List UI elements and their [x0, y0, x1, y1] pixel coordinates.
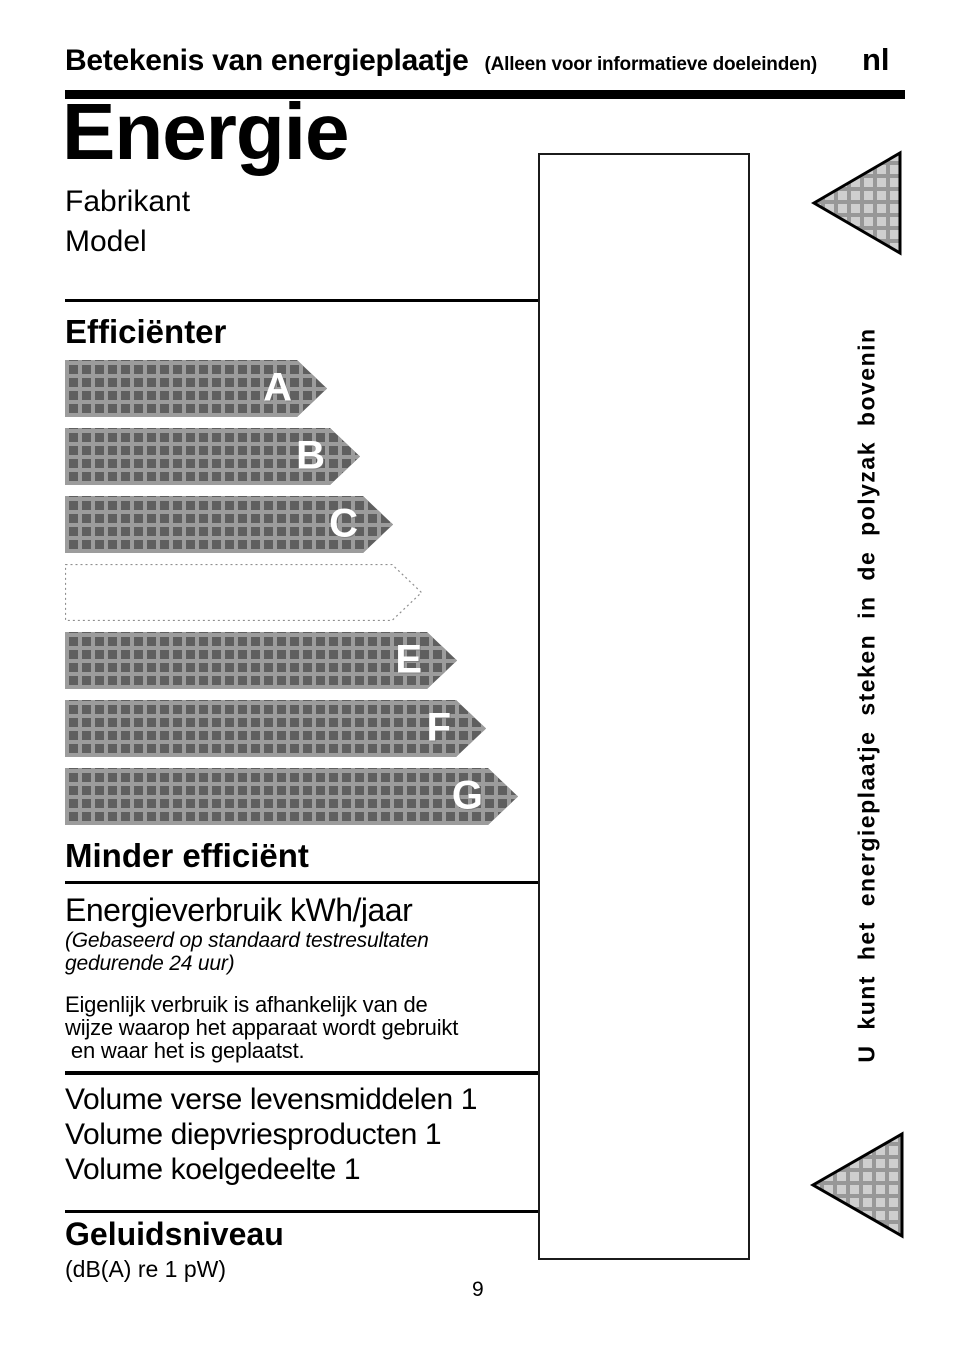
header-note: (Alleen voor informatieve doeleinden) [484, 54, 818, 75]
noise-level-heading: Geluidsniveau [65, 1216, 284, 1252]
grade-letter-b: B [296, 433, 325, 478]
grade-letter-f: F [426, 705, 451, 750]
test-note-line-1: (Gebaseerd op standaard testresultaten [65, 929, 429, 952]
test-result-note: (Gebaseerd op standaard testresultaten g… [65, 929, 429, 975]
grade-letter-e: E [395, 637, 422, 682]
usage-disclaimer: Eigenlijk verbruik is afhankelijk van de… [65, 993, 458, 1062]
less-efficient-heading: Minder efficiënt [65, 837, 309, 874]
disclaimer-line-3: en waar het is geplaatst. [65, 1038, 305, 1063]
model-label: Model [65, 225, 147, 258]
manufacturer-label: Fabrikant [65, 185, 191, 218]
section-divider-efficiency [65, 299, 552, 302]
grade-letter-c: C [329, 501, 358, 546]
test-note-line-2: gedurende 24 uur) [65, 952, 235, 975]
grade-letter-a: A [263, 365, 292, 410]
label-insert-box [538, 153, 750, 1260]
energy-grade-arrow-b: B [65, 428, 360, 485]
section-divider-consumption [65, 881, 552, 884]
vertical-instruction: U kunt het energieplaatje steken in de p… [853, 327, 880, 1063]
header-divider [65, 90, 905, 99]
energy-grade-arrow-g: G [65, 768, 518, 825]
maker-block: Fabrikant Model [65, 182, 190, 262]
energy-grade-arrow-d-blank [65, 564, 422, 621]
grade-letter-g: G [451, 773, 483, 818]
volume-line-cool: Volume koelgedeelte 1 [65, 1153, 361, 1186]
triangle-left-icon [811, 150, 902, 256]
language-badge: nl [862, 42, 890, 77]
section-divider-volumes [65, 1071, 552, 1075]
volume-line-fresh: Volume verse levensmiddelen 1 [65, 1083, 477, 1116]
disclaimer-line-2: wijze waarop het apparaat wordt gebruikt [65, 1015, 459, 1040]
disclaimer-line-1: Eigenlijk verbruik is afhankelijk van de [65, 992, 428, 1017]
energy-grade-arrow-e: E [65, 632, 457, 689]
energy-grade-arrow-a: A [65, 360, 327, 417]
efficiency-scale: A B C E F G [65, 360, 518, 836]
triangle-left-icon [809, 1131, 904, 1239]
label-title: Energie [62, 87, 349, 176]
more-efficient-heading: Efficiënter [65, 313, 227, 350]
energy-consumption-heading: Energieverbruik kWh/jaar [65, 892, 413, 928]
energy-grade-arrow-c: C [65, 496, 393, 553]
volume-list: Volume verse levensmiddelen 1 Volume die… [65, 1082, 477, 1187]
noise-unit: (dB(A) re 1 pW) [65, 1256, 227, 1282]
page-header: Betekenis van energieplaatje (Alleen voo… [65, 44, 865, 78]
section-divider-noise [65, 1210, 552, 1213]
energy-grade-arrow-f: F [65, 700, 486, 757]
volume-line-frozen: Volume diepvriesproducten 1 [65, 1118, 442, 1151]
header-title: Betekenis van energieplaatje [65, 44, 469, 77]
page-number: 9 [472, 1278, 484, 1301]
